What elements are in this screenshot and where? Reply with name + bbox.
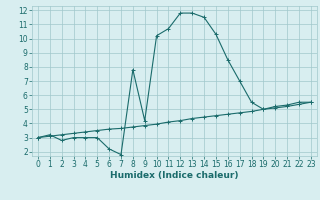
X-axis label: Humidex (Indice chaleur): Humidex (Indice chaleur) (110, 171, 239, 180)
